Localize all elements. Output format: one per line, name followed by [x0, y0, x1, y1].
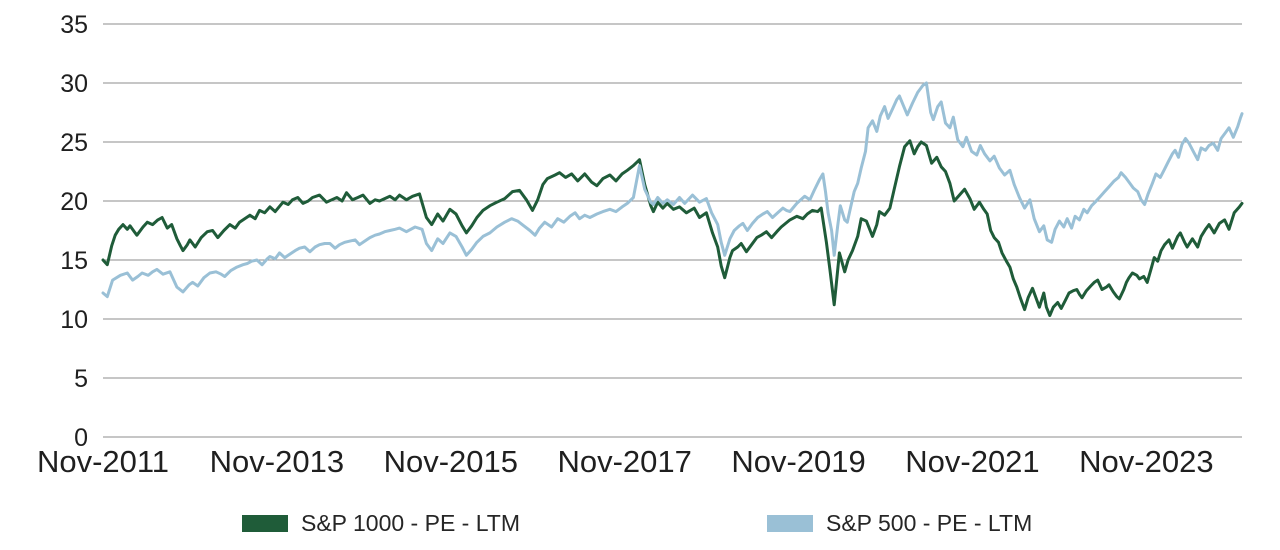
y-tick-label-30: 30 [60, 70, 88, 98]
x-tick-label-Nov-2023: Nov-2023 [1079, 444, 1213, 479]
x-tick-label-Nov-2017: Nov-2017 [557, 444, 691, 479]
legend-item-sp1000: S&P 1000 - PE - LTM [242, 510, 520, 536]
x-tick-label-Nov-2019: Nov-2019 [731, 444, 865, 479]
x-tick-label-Nov-2013: Nov-2013 [210, 444, 344, 479]
series-line-sp500-pe-ltm [101, 81, 1244, 299]
y-tick-label-25: 25 [60, 129, 88, 157]
x-tick-label-Nov-2021: Nov-2021 [905, 444, 1039, 479]
y-tick-label-10: 10 [60, 306, 88, 334]
series-line-sp1000-pe-ltm [101, 139, 1244, 317]
legend-label-sp1000: S&P 1000 - PE - LTM [301, 509, 521, 536]
x-axis-labels: Nov-2011 Nov-2013 Nov-2015 Nov-2017 Nov-2019… [37, 444, 1214, 479]
series-lines [101, 81, 1244, 317]
gridlines [103, 23, 1242, 438]
y-tick-label-5: 5 [74, 365, 88, 393]
y-tick-label-20: 20 [60, 188, 88, 216]
legend-item-sp500: S&P 500 - PE - LTM [767, 510, 1032, 536]
y-tick-label-0: 0 [74, 424, 88, 452]
legend-swatch-sp500 [767, 514, 813, 532]
x-tick-label-Nov-2011: Nov-2011 [37, 444, 169, 479]
y-tick-label-35: 35 [60, 11, 88, 39]
x-tick-label-Nov-2015: Nov-2015 [384, 444, 518, 479]
y-tick-label-15: 15 [60, 247, 88, 275]
legend-swatch-sp1000 [242, 514, 288, 532]
y-axis-labels: 0 5 10 15 20 25 30 35 [60, 11, 88, 452]
legend: S&P 1000 - PE - LTM S&P 500 - PE - LTM [0, 510, 1280, 540]
legend-label-sp500: S&P 500 - PE - LTM [826, 509, 1033, 536]
